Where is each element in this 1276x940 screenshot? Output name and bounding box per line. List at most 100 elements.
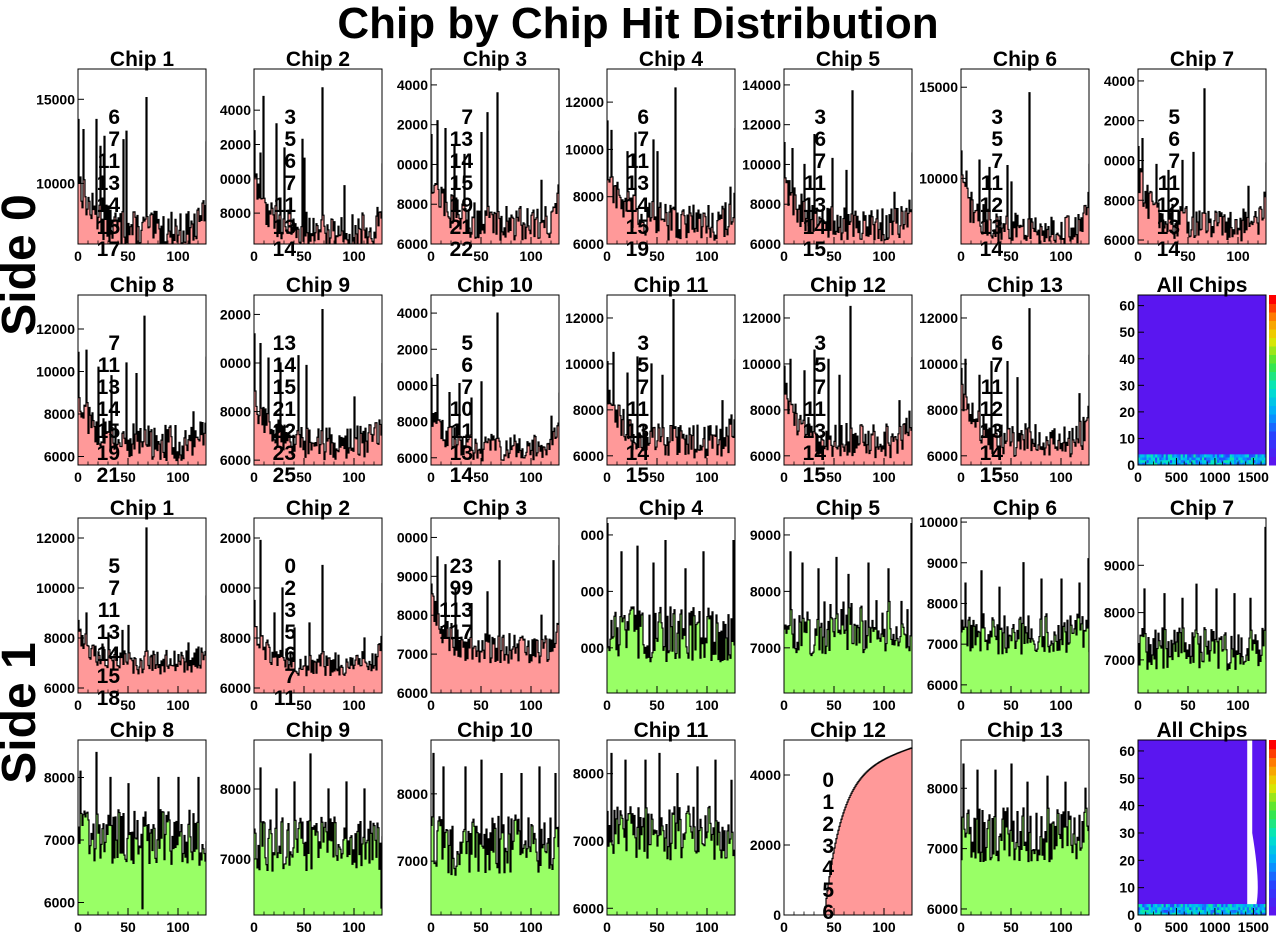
histogram-fill: [254, 87, 382, 244]
plot-frame: [77, 294, 207, 466]
x-tick-label: 100: [695, 469, 719, 485]
histogram-line: [784, 523, 912, 657]
heatmap-cell: [1219, 909, 1222, 913]
chart-title: Chip 2: [286, 48, 350, 71]
y-tick-label: 7000: [1104, 652, 1135, 668]
heatmap-cell: [1251, 459, 1254, 463]
plot-frame: [783, 517, 913, 694]
color-bar-segment: [1269, 456, 1276, 466]
histogram: [784, 305, 912, 465]
y-tick-label: 8000: [927, 402, 958, 418]
y-tick-label: 8000: [44, 770, 75, 786]
heatmap-cell: [1199, 904, 1203, 908]
heatmap-cell: [1208, 912, 1212, 916]
color-bar-segment: [1269, 329, 1276, 338]
heatmap-cell: [1210, 906, 1214, 911]
histogram: [607, 523, 735, 693]
heatmap-cell: [1223, 906, 1226, 911]
heatmap-cell: [1180, 457, 1184, 461]
chart-title: Chip 8: [110, 719, 174, 742]
heatmap-cell: [1176, 454, 1180, 458]
color-bar-segment: [1269, 414, 1276, 423]
y-tick-label: 8000: [220, 205, 251, 221]
bad-strip-label: 3: [814, 332, 826, 355]
heatmap-cell: [1176, 904, 1180, 908]
x-tick-label: 0: [250, 469, 258, 485]
bad-strip-label: 7: [284, 665, 296, 688]
heatmap-cell: [1204, 457, 1207, 461]
bad-strip-label: 6: [822, 901, 834, 924]
heatmap-cell: [1261, 457, 1265, 461]
x-tick-label: 50: [649, 697, 665, 713]
heatmap-cell: [1227, 904, 1231, 908]
heatmap-cell: [1212, 459, 1216, 463]
plot-frame: [77, 739, 207, 916]
bad-strip-label: 13: [626, 172, 649, 195]
heatmap-cell: [1202, 454, 1205, 458]
histogram-fill: [254, 540, 382, 693]
heatmap-cell: [1178, 909, 1182, 913]
x-tick-label: 0: [427, 697, 435, 713]
color-bar-segment: [1269, 906, 1276, 916]
histogram: [961, 558, 1089, 693]
bad-strip-label: 5: [461, 332, 473, 355]
heatmap-cell: [1263, 909, 1267, 913]
heatmap-cell: [1242, 457, 1246, 461]
heatmap-cell: [1178, 457, 1182, 461]
y-tick-label: 7000: [44, 832, 75, 848]
heatmap-cell: [1178, 906, 1182, 911]
heatmap-cell: [1219, 457, 1222, 461]
histogram-fill: [431, 545, 559, 693]
heatmap-cell: [1227, 459, 1231, 463]
heatmap-cell: [1229, 909, 1233, 913]
heatmap-cell: [1170, 904, 1173, 908]
y-tick-label: 0000: [220, 355, 251, 371]
heatmap-cell: [1244, 457, 1248, 461]
y-tick-label: 6000: [1104, 232, 1135, 248]
y-tick-label: 6000: [397, 450, 428, 466]
color-bar-segment: [1269, 880, 1276, 890]
heatmap-cell: [1146, 906, 1150, 911]
heatmap-cell: [1165, 904, 1169, 908]
histogram-fill: [824, 747, 912, 915]
heatmap-cell: [1204, 912, 1207, 916]
histogram: [961, 763, 1089, 915]
histogram: [78, 527, 206, 693]
heatmap-cell: [1212, 457, 1216, 461]
chart-title: Chip 3: [463, 48, 527, 71]
heatmap-cell: [1231, 462, 1235, 466]
heatmap-cell: [1244, 906, 1248, 911]
heatmap-cell: [1138, 904, 1141, 908]
color-bar-segment: [1269, 783, 1276, 793]
x-tick-label: 50: [826, 697, 842, 713]
heatmap-cell: [1246, 454, 1250, 458]
histogram: [78, 315, 206, 465]
color-bar-segment: [1269, 792, 1276, 802]
bad-strip-label: 21: [450, 216, 474, 239]
bad-strip-label: 0: [284, 555, 296, 578]
bad-strip-label: 12: [980, 398, 1003, 421]
color-bar-segment: [1269, 845, 1276, 855]
heatmap-cell: [1210, 454, 1214, 458]
heatmap-cell: [1140, 462, 1143, 466]
y-tick-label: 7000: [397, 646, 428, 662]
chart-title: Chip 11: [634, 719, 709, 742]
heatmap-cell: [1257, 457, 1261, 461]
plot-frame: [960, 517, 1090, 694]
heatmap-cell: [1242, 462, 1246, 466]
heatmap-cell: [1176, 459, 1180, 463]
bad-strip-label: 14: [626, 194, 650, 217]
y-tick-label: 60: [1119, 298, 1135, 314]
heatmap-cell: [1161, 462, 1165, 466]
heatmap-background: [1138, 295, 1266, 465]
heatmap-cell: [1165, 457, 1169, 461]
bad-strip-label: 6: [1168, 128, 1180, 151]
bad-strip-label: 15: [97, 420, 121, 443]
heatmap-cell: [1140, 904, 1143, 908]
heatmap-cell: [1172, 906, 1175, 911]
heatmap-cell: [1216, 906, 1220, 911]
x-tick-label: 50: [120, 697, 136, 713]
x-tick-label: 0: [957, 919, 965, 935]
